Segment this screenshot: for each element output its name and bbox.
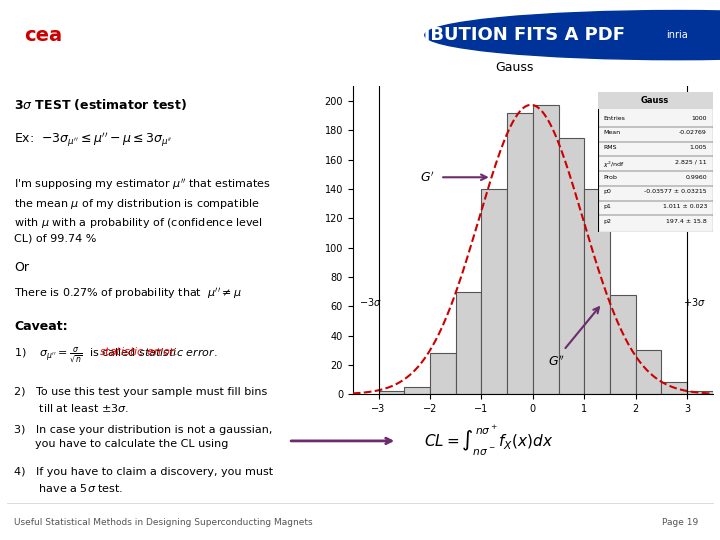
Bar bbox=[507, 113, 533, 394]
Text: 1)    $\sigma_{\mu^{\prime\prime}} = \frac{\sigma}{\sqrt{n}}$  is called $\it{st: 1) $\sigma_{\mu^{\prime\prime}} = \frac{… bbox=[14, 345, 217, 365]
Text: Gauss: Gauss bbox=[641, 96, 670, 105]
Text: 1.005: 1.005 bbox=[690, 145, 707, 150]
Text: 2.825 / 11: 2.825 / 11 bbox=[675, 160, 707, 165]
Bar bbox=[533, 105, 559, 394]
Text: $+3\sigma$: $+3\sigma$ bbox=[683, 296, 706, 308]
Text: p2: p2 bbox=[603, 219, 611, 224]
Text: 1000: 1000 bbox=[691, 116, 707, 121]
Bar bbox=[456, 292, 482, 394]
Text: cea: cea bbox=[24, 25, 62, 45]
Text: Caveat:: Caveat: bbox=[14, 320, 68, 333]
Text: -0.03577 ± 0.03215: -0.03577 ± 0.03215 bbox=[644, 190, 707, 194]
Text: Prob: Prob bbox=[603, 175, 617, 180]
Text: $G''$: $G''$ bbox=[548, 355, 565, 369]
Bar bbox=[687, 392, 713, 394]
Bar bbox=[404, 387, 430, 394]
Text: There is 0.27% of probability that  $\mu'' \neq \mu$: There is 0.27% of probability that $\mu'… bbox=[14, 286, 242, 301]
Text: Ex:  $-3\sigma_{\mu^{\prime\prime}} \leq \mu^{\prime\prime} - \mu \leq 3\sigma_{: Ex: $-3\sigma_{\mu^{\prime\prime}} \leq … bbox=[14, 130, 173, 149]
Text: 2)   To use this test your sample must fill bins
       till at least $\pm 3\sig: 2) To use this test your sample must fil… bbox=[14, 387, 267, 414]
Text: Or: Or bbox=[14, 261, 29, 274]
Bar bbox=[7, 7, 79, 63]
Text: 3)   In case your distribution is not a gaussian,
      you have to calculate th: 3) In case your distribution is not a ga… bbox=[14, 425, 272, 449]
Text: 0.9960: 0.9960 bbox=[685, 175, 707, 180]
Text: p1: p1 bbox=[603, 204, 611, 209]
Text: 3$\sigma$ TEST (estimator test): 3$\sigma$ TEST (estimator test) bbox=[14, 97, 187, 112]
Text: 4)   If you have to claim a discovery, you must
       have a 5$\sigma$ test.: 4) If you have to claim a discovery, you… bbox=[14, 467, 273, 494]
Text: Entries: Entries bbox=[603, 116, 625, 121]
Text: $CL = \int_{n\sigma^-}^{n\sigma^+} f_X(x)dx$: $CL = \int_{n\sigma^-}^{n\sigma^+} f_X(x… bbox=[424, 424, 554, 458]
Bar bbox=[610, 294, 636, 394]
Text: p0: p0 bbox=[603, 190, 611, 194]
Text: $\chi^2$/ndf: $\chi^2$/ndf bbox=[603, 160, 625, 170]
Text: RMS: RMS bbox=[603, 145, 617, 150]
Text: $\it{statistic\ error.}$: $\it{statistic\ error.}$ bbox=[99, 345, 178, 357]
Bar bbox=[636, 350, 662, 394]
Bar bbox=[430, 353, 456, 394]
Bar bbox=[379, 392, 404, 394]
Text: 1.011 ± 0.023: 1.011 ± 0.023 bbox=[662, 204, 707, 209]
Text: $-3\sigma$: $-3\sigma$ bbox=[359, 296, 382, 308]
Bar bbox=[482, 189, 507, 394]
Text: 197.4 ± 15.8: 197.4 ± 15.8 bbox=[666, 219, 707, 224]
Bar bbox=[662, 382, 687, 394]
Bar bbox=[598, 92, 713, 109]
Text: Gauss: Gauss bbox=[495, 61, 534, 74]
Text: Page 19: Page 19 bbox=[662, 518, 698, 527]
Text: Useful Statistical Methods in Designing Superconducting Magnets: Useful Statistical Methods in Designing … bbox=[14, 518, 313, 527]
Bar bbox=[559, 138, 584, 394]
Text: TEST TO EVALUATE IF THE DISTRIBUTION FITS A PDF: TEST TO EVALUATE IF THE DISTRIBUTION FIT… bbox=[95, 26, 625, 44]
Text: inria: inria bbox=[666, 30, 688, 40]
Text: Mean: Mean bbox=[603, 131, 621, 136]
Text: -0.02769: -0.02769 bbox=[679, 131, 707, 136]
Bar bbox=[584, 189, 610, 394]
Text: I'm supposing my estimator $\mu''$ that estimates
the mean $\mu$ of my distribut: I'm supposing my estimator $\mu''$ that … bbox=[14, 177, 271, 244]
Circle shape bbox=[425, 10, 720, 60]
Text: $G'$: $G'$ bbox=[420, 170, 434, 185]
